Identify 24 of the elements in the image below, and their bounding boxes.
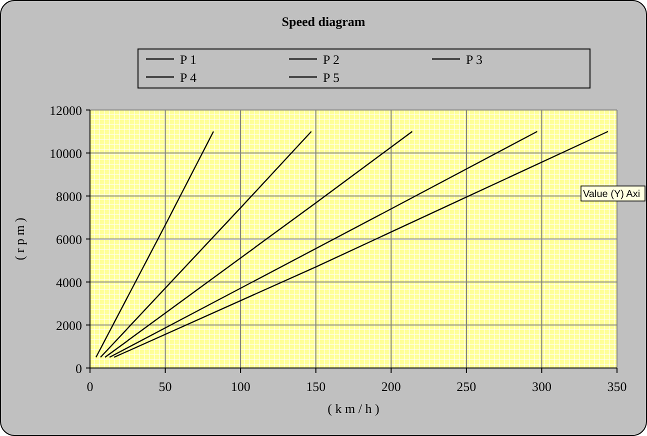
x-tick-label: 350 bbox=[607, 379, 627, 394]
x-tick-label: 50 bbox=[158, 379, 172, 394]
x-tick-label: 250 bbox=[456, 379, 476, 394]
legend-label: P 2 bbox=[323, 52, 340, 67]
legend-label: P 3 bbox=[466, 52, 482, 67]
legend-label: P 5 bbox=[323, 70, 340, 85]
y-tick-label: 0 bbox=[76, 361, 82, 376]
x-tick-label: 100 bbox=[230, 379, 250, 394]
y-tick-label: 4000 bbox=[56, 275, 82, 290]
x-axis-title: ( k m / h ) bbox=[328, 401, 380, 416]
legend-label: P 1 bbox=[180, 52, 196, 67]
y-tick-label: 2000 bbox=[56, 318, 82, 333]
y-tick-label: 8000 bbox=[56, 189, 82, 204]
chart-title: Speed diagram bbox=[282, 14, 366, 29]
x-tick-label: 150 bbox=[306, 379, 326, 394]
x-tick-label: 300 bbox=[532, 379, 552, 394]
x-tick-label: 0 bbox=[86, 379, 94, 394]
y-tick-label: 6000 bbox=[56, 232, 82, 247]
y-tick-label: 10000 bbox=[50, 146, 82, 161]
y-axis-title: ( r p m ) bbox=[12, 218, 27, 260]
x-tick-label: 200 bbox=[381, 379, 401, 394]
y-tick-label: 12000 bbox=[50, 103, 82, 118]
legend-label: P 4 bbox=[180, 70, 197, 85]
annotation: Value (Y) Axi bbox=[583, 189, 640, 200]
